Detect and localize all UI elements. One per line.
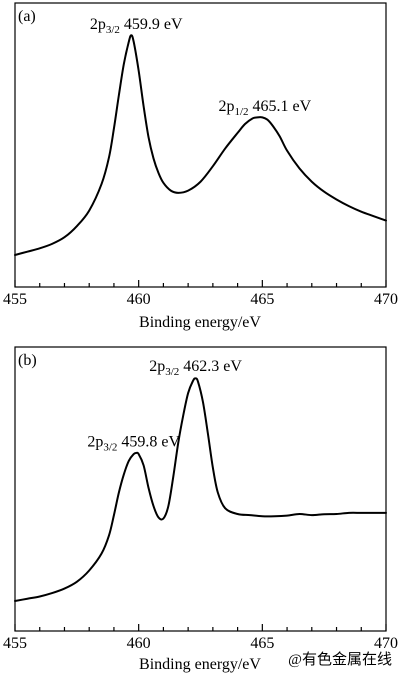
x-tick-label: 470 bbox=[374, 291, 398, 308]
x-tick-label: 470 bbox=[374, 635, 398, 652]
peak-annotations: 2p3/2 459.9 eV 2p1/2 465.1 eV bbox=[90, 16, 312, 118]
x-axis-ticks: 455 460 465 470 bbox=[3, 624, 398, 652]
plot-frame bbox=[14, 2, 387, 288]
spectrum-curve bbox=[14, 34, 387, 256]
plot-frame bbox=[14, 346, 387, 632]
x-tick-label: 460 bbox=[127, 291, 151, 308]
watermark: @有色金属在线 bbox=[288, 651, 392, 668]
chart-panel-a: (a) 455 460 465 470 2p3/2 459.9 eV 2p1/2 465… bbox=[3, 2, 398, 331]
spectrum-curve bbox=[14, 377, 387, 602]
peak-annotation: 2p3/2 459.9 eV bbox=[90, 16, 183, 36]
x-tick-label: 455 bbox=[3, 635, 27, 652]
peak-annotation: 2p3/2 459.8 eV bbox=[87, 434, 180, 454]
panel-label: (b) bbox=[18, 352, 37, 369]
x-tick-label: 455 bbox=[3, 291, 27, 308]
x-axis-label: Binding energy/eV bbox=[139, 314, 261, 331]
x-tick-label: 465 bbox=[250, 291, 274, 308]
series-line bbox=[14, 377, 387, 602]
x-tick-label: 460 bbox=[127, 635, 151, 652]
series-line bbox=[14, 34, 387, 256]
chart-panel-b: (b) 455 460 465 470 2p3/2 459.8 eV 2p3/2 462… bbox=[3, 346, 398, 673]
panel-label: (a) bbox=[18, 8, 36, 25]
x-axis-ticks: 455 460 465 470 bbox=[3, 280, 398, 308]
x-axis-label: Binding energy/eV bbox=[139, 656, 261, 673]
peak-annotation: 2p3/2 462.3 eV bbox=[149, 358, 242, 378]
peak-annotations: 2p3/2 459.8 eV 2p3/2 462.3 eV bbox=[87, 358, 242, 454]
peak-annotation: 2p1/2 465.1 eV bbox=[218, 98, 311, 118]
x-tick-label: 465 bbox=[250, 635, 274, 652]
